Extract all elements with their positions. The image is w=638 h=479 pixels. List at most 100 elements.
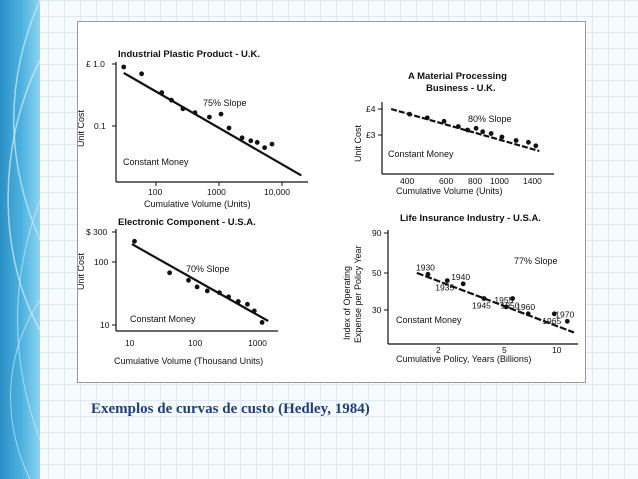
panel1-ylabel: Unit Cost xyxy=(78,109,86,147)
panel4-ytick-0: 90 xyxy=(372,228,382,238)
panel4-point-2 xyxy=(460,281,466,287)
panel2-title-line2: Business - U.K. xyxy=(426,83,496,94)
panel4-point-5 xyxy=(510,296,515,301)
panel1-point-11 xyxy=(254,140,260,145)
panel4-xlabel: Cumulative Policy, Years (Billions) xyxy=(396,354,531,364)
panel2-note: Constant Money xyxy=(388,149,454,159)
panel4-xtick-0: 2 xyxy=(436,345,441,355)
panel1-point-8 xyxy=(226,125,232,131)
panel1-point-2 xyxy=(159,90,165,95)
panel4-point-label-8: 1970 xyxy=(555,309,574,319)
panel2-ytick-1: £3 xyxy=(366,130,376,140)
panel4-point-1 xyxy=(444,278,450,283)
panel2-ylabel: Unit Cost xyxy=(353,124,363,162)
panel3-xtick-0: 10 xyxy=(125,338,135,348)
panel4-xtick-2: 10 xyxy=(552,345,562,355)
panel3-point-8 xyxy=(245,301,250,307)
panel2-x-ticks: 400 600 800 1000 1400 xyxy=(400,176,542,186)
panel3-xtick-1: 100 xyxy=(188,338,202,348)
panel3-title: Electronic Component - U.S.A. xyxy=(118,217,256,228)
panel1-point-10 xyxy=(248,138,254,144)
cost-curves-figure: Industrial Plastic Product - U.K. Unit C… xyxy=(77,21,586,383)
panel3-point-2 xyxy=(186,277,191,283)
panel2-xtick-1: 600 xyxy=(439,176,453,186)
panel4-point-label-3: 1945 xyxy=(472,301,491,311)
panel2-point-10 xyxy=(526,139,531,145)
panel1-point-12 xyxy=(262,145,267,151)
panel1-points xyxy=(121,64,275,151)
panel2-point-5 xyxy=(473,125,479,131)
panel1-point-7 xyxy=(218,111,224,117)
panel4-trend-line xyxy=(416,271,575,334)
panel2-point-11 xyxy=(533,143,539,149)
panel4-point-label-6: 1960 xyxy=(516,302,535,312)
panel4-note: Constant Money xyxy=(396,315,462,325)
panel4-point-8 xyxy=(564,318,570,324)
panel3-point-6 xyxy=(226,294,232,300)
panel2-xtick-2: 800 xyxy=(468,176,482,186)
panel2-xtick-4: 1400 xyxy=(523,176,542,186)
panel1-xtick-2: 10,000 xyxy=(264,187,290,197)
panel1-point-13 xyxy=(269,141,275,147)
panel3-ytick-2: 10 xyxy=(100,320,110,330)
panel1-xtick-0: 100 xyxy=(148,187,162,197)
panel4-point-label-5: 1950 xyxy=(501,301,520,311)
panel3-point-0 xyxy=(132,238,137,244)
panel2-xtick-3: 1000 xyxy=(490,176,509,186)
panel-material-processing: A Material Processing Business - U.K. Un… xyxy=(353,71,554,196)
panel1-slope-label: 75% Slope xyxy=(203,98,247,108)
panel1-point-3 xyxy=(169,97,174,103)
panel4-point-7 xyxy=(551,311,557,317)
panel1-trend-line xyxy=(123,71,302,177)
panel4-ylabel-line2: Expense per Policy Year xyxy=(353,245,363,343)
panel3-xtick-2: 1000 xyxy=(248,338,267,348)
decorative-sidebar xyxy=(0,0,40,479)
panel1-xlabel: Cumulative Volume (Units) xyxy=(144,199,251,209)
panel4-ytick-1: 50 xyxy=(372,268,382,278)
panel4-point-4 xyxy=(504,304,509,310)
panel2-xtick-0: 400 xyxy=(400,176,414,186)
panel3-points xyxy=(132,238,265,325)
panel2-point-8 xyxy=(499,134,505,140)
panel2-ytick-0: £4 xyxy=(366,104,376,114)
panel2-point-0 xyxy=(407,111,412,117)
panel-life-insurance: Life Insurance Industry - U.S.A. Index o… xyxy=(342,213,578,364)
panel4-point-label-1: 1935 xyxy=(435,283,454,293)
panel3-note: Constant Money xyxy=(130,314,196,324)
panel1-point-6 xyxy=(207,114,212,120)
panel4-point-3 xyxy=(481,296,487,301)
panel1-ytick-0: £ 1.0 xyxy=(86,59,105,69)
panel1-point-0 xyxy=(121,64,127,70)
panel4-point-6 xyxy=(525,311,531,317)
panel1-point-4 xyxy=(180,106,186,112)
panel4-point-label-4: 1955 xyxy=(494,295,513,305)
panel2-title-line1: A Material Processing xyxy=(408,71,507,82)
panel4-ytick-2: 30 xyxy=(372,305,382,315)
panel3-point-9 xyxy=(251,308,257,314)
panel3-xlabel: Cumulative Volume (Thousand Units) xyxy=(114,356,263,366)
panel3-ylabel: Unit Cost xyxy=(78,252,86,290)
slide-caption: Exemplos de curvas de custo (Hedley, 198… xyxy=(91,401,370,417)
panel3-ytick-1: 100 xyxy=(94,257,108,267)
panel4-ylabel-line1: Index of Operating xyxy=(342,266,352,340)
panel3-point-7 xyxy=(235,299,241,304)
panel1-point-9 xyxy=(239,135,245,141)
panel4-slope-label: 77% Slope xyxy=(514,256,558,266)
panel4-xtick-1: 5 xyxy=(502,345,507,355)
panel1-ytick-1: 0.1 xyxy=(94,121,106,131)
panel1-title: Industrial Plastic Product - U.K. xyxy=(118,49,260,60)
panel2-points xyxy=(407,111,539,149)
panel3-point-1 xyxy=(167,270,172,276)
panel2-point-1 xyxy=(424,115,430,121)
panel2-point-4 xyxy=(465,127,470,133)
panel4-point-label-2: 1940 xyxy=(451,272,470,282)
panel1-xtick-1: 1000 xyxy=(207,187,226,197)
panel4-point-0 xyxy=(425,271,431,277)
panel1-note: Constant Money xyxy=(123,157,189,167)
panel-industrial-plastic: Industrial Plastic Product - U.K. Unit C… xyxy=(78,49,308,209)
panel1-point-1 xyxy=(139,71,144,77)
panel3-point-5 xyxy=(217,290,222,296)
panel2-point-2 xyxy=(441,118,447,124)
panel4-title: Life Insurance Industry - U.S.A. xyxy=(400,213,541,224)
